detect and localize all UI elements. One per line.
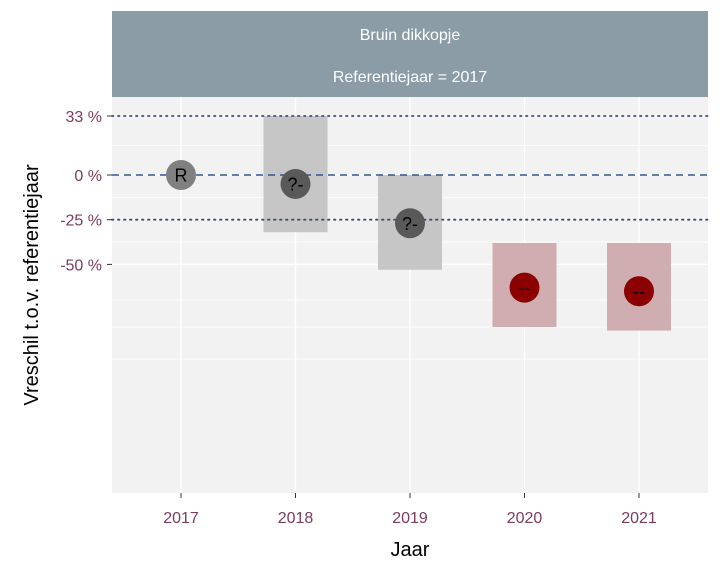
data-points: R ?- ?- -- -- — [166, 160, 654, 307]
point-2021 — [624, 276, 654, 307]
y-axis-ticks: 33 % 0 % -25 % -50 % — [60, 109, 112, 274]
point-label-2020: -- — [519, 278, 531, 298]
point-2019 — [395, 208, 425, 239]
x-tick-label: 2021 — [621, 510, 657, 527]
point-label-2019: ?- — [402, 214, 418, 234]
x-tick-label: 2017 — [163, 510, 199, 527]
x-tick-label: 2018 — [278, 510, 314, 527]
facet-strip-title: Bruin dikkopje — [360, 27, 461, 44]
x-tick-label: 2020 — [507, 510, 543, 527]
x-axis-ticks: 2017 2018 2019 2020 2021 — [163, 493, 657, 527]
point-label-2018: ?- — [287, 174, 303, 194]
y-tick-label: 33 % — [66, 109, 102, 126]
point-label-2021: -- — [633, 282, 645, 302]
y-tick-label: -50 % — [60, 257, 102, 274]
point-label-2017: R — [175, 166, 188, 186]
confidence-intervals — [263, 116, 671, 331]
point-2017 — [166, 160, 196, 190]
x-axis-title: Jaar — [391, 539, 430, 561]
facet-strip: Bruin dikkopje Referentiejaar = 2017 — [112, 11, 708, 97]
facet-strip-subtitle: Referentiejaar = 2017 — [333, 69, 487, 86]
reference-lines — [111, 115, 709, 221]
x-tick-label: 2019 — [392, 510, 428, 527]
point-2018 — [280, 168, 311, 199]
y-axis-title: Vreschil t.o.v. referentiejaar — [21, 164, 43, 406]
point-2020 — [509, 272, 540, 303]
y-tick-label: -25 % — [60, 213, 102, 230]
y-tick-label: 0 % — [74, 168, 102, 185]
facet-strip-background — [112, 11, 708, 97]
